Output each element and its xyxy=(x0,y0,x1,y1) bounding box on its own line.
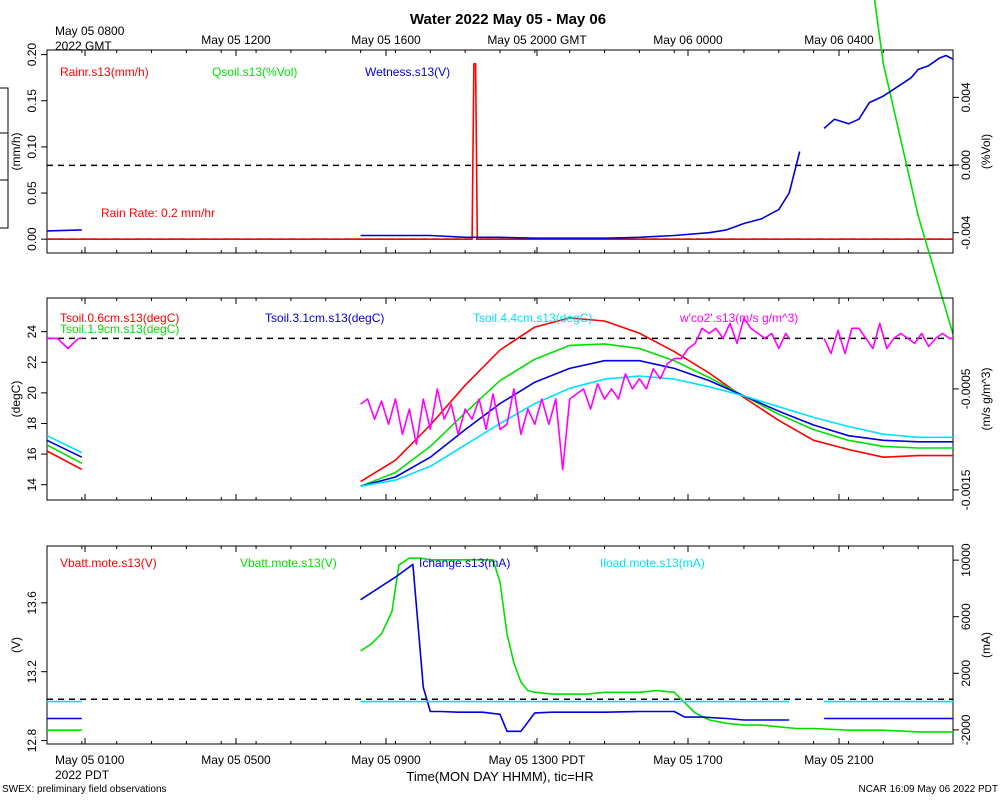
legend-entry: Tsoil.1.9cm.s13(degC) xyxy=(60,322,179,336)
y-right-tick-label: 0.004 xyxy=(959,82,973,112)
y-left-axis-label: (mm/h) xyxy=(9,133,23,171)
y-left-tick-label: 0.20 xyxy=(25,43,39,67)
top-axis-tick-label: May 06 0400 xyxy=(804,33,874,47)
y-right-tick-label: 6000 xyxy=(959,603,973,630)
panel-frame xyxy=(46,297,954,501)
series-line xyxy=(46,359,953,487)
panel-frame xyxy=(46,49,954,254)
top-axis-label-first-line1: May 05 0800 xyxy=(55,24,125,38)
series-line xyxy=(46,317,953,483)
y-right-tick-label: -0.0015 xyxy=(959,469,973,510)
panel-water: 0.00 0.05 0.10 0.15 0.20 -0.004 0.000 0.004 (mm/… xyxy=(9,0,993,335)
legend-entry: Qsoil.s13(%Vol) xyxy=(212,65,297,79)
y-right-axis-label: (%Vol) xyxy=(979,134,993,169)
bottom-axis-tick-label: May 05 0500 xyxy=(201,753,271,767)
legend-entry: Tsoil.0.6cm.s13(degC) xyxy=(60,311,179,325)
y-left-tick-label: 12.8 xyxy=(25,729,39,753)
series-line xyxy=(46,54,954,239)
series-line xyxy=(46,375,953,487)
legend-entry: Vbatt.mote.s13(V) xyxy=(60,556,157,570)
series-line xyxy=(47,557,953,733)
bottom-axis-tick-label: May 05 0900 xyxy=(351,753,421,767)
y-right-tick-label: -0.004 xyxy=(959,215,973,249)
top-axis-tick-label: May 05 1200 xyxy=(201,33,271,47)
legend-entry: Tsoil.4.4cm.s13(degC) xyxy=(473,311,592,325)
footer-right: NCAR 16:09 May 06 2022 PDT xyxy=(858,784,998,795)
footer-left: SWEX: preliminary field observations xyxy=(2,784,167,795)
series-line xyxy=(46,343,953,487)
y-left-tick-label: 13.6 xyxy=(25,591,39,615)
y-left-tick-label: 20 xyxy=(25,386,39,400)
edge-bracket xyxy=(0,87,9,229)
y-left-tick-label: 22 xyxy=(25,355,39,369)
bottom-axis-tick-label: May 05 2100 xyxy=(804,753,874,767)
y-right-tick-label: 10000 xyxy=(959,543,973,577)
legend-entry: Iload.mote.s13(mA) xyxy=(600,556,705,570)
legend-entry: Vbatt.mote.s13(V) xyxy=(240,556,337,570)
bottom-axis-tick-label: May 05 1700 xyxy=(653,753,723,767)
y-left-tick-label: 13.2 xyxy=(25,660,39,684)
legend-entry: Wetness.s13(V) xyxy=(365,65,450,79)
y-left-tick-label: 0.10 xyxy=(25,135,39,159)
y-left-axis-label: (degC) xyxy=(9,381,23,418)
y-left-tick-label: 18 xyxy=(25,416,39,430)
bottom-axis-tick-label: May 05 1300 PDT xyxy=(489,753,586,767)
y-left-axis-label: (V) xyxy=(9,637,23,653)
panel-soil_temperature: 14 16 18 20 22 24 -0.0015 -0.0005 (degC) (m/s g/m… xyxy=(9,297,993,510)
top-axis-label-first-line2: 2022 GMT xyxy=(55,39,112,53)
bottom-axis-label-first-line2: 2022 PDT xyxy=(55,768,110,782)
y-right-axis-label: (mA) xyxy=(979,632,993,658)
series-line xyxy=(47,563,953,733)
top-axis-tick-label: May 05 2000 GMT xyxy=(487,33,587,47)
panel-power: 12.8 13.2 13.6 -2000 2000 6000 10000 (V) (mA) Vba… xyxy=(9,543,993,752)
y-right-tick-label: 2000 xyxy=(959,660,973,687)
y-right-tick-label: -2000 xyxy=(959,714,973,745)
y-left-tick-label: 14 xyxy=(25,478,39,492)
legend-entry: Ichange.s13(mA) xyxy=(419,556,510,570)
bottom-axis-label-first-line1: May 05 0100 xyxy=(55,753,125,767)
legend-entry: w'co2'.s13(m/s g/m^3) xyxy=(679,311,798,325)
legend-entry: Tsoil.3.1cm.s13(degC) xyxy=(265,311,384,325)
y-left-tick-label: 0.15 xyxy=(25,89,39,113)
y-left-tick-label: 24 xyxy=(25,325,39,339)
y-right-tick-label: -0.0005 xyxy=(959,368,973,409)
series-line xyxy=(47,317,953,471)
y-left-tick-label: 0.00 xyxy=(25,227,39,251)
top-axis-tick-label: May 06 0000 xyxy=(653,33,723,47)
y-left-tick-label: 0.05 xyxy=(25,181,39,205)
x-axis-label: Time(MON DAY HHMM), tic=HR xyxy=(406,769,593,784)
y-left-tick-label: 16 xyxy=(25,447,39,461)
annotation-rain-rate: Rain Rate: 0.2 mm/hr xyxy=(101,206,215,220)
y-right-tick-label: 0.000 xyxy=(959,150,973,180)
chart-title: Water 2022 May 05 - May 06 xyxy=(410,11,606,28)
y-right-axis-label: (m/s g/m^3) xyxy=(979,368,993,431)
series-line xyxy=(47,63,953,240)
top-axis-tick-label: May 05 1600 xyxy=(351,33,421,47)
legend-entry: Rainr.s13(mm/h) xyxy=(60,65,149,79)
